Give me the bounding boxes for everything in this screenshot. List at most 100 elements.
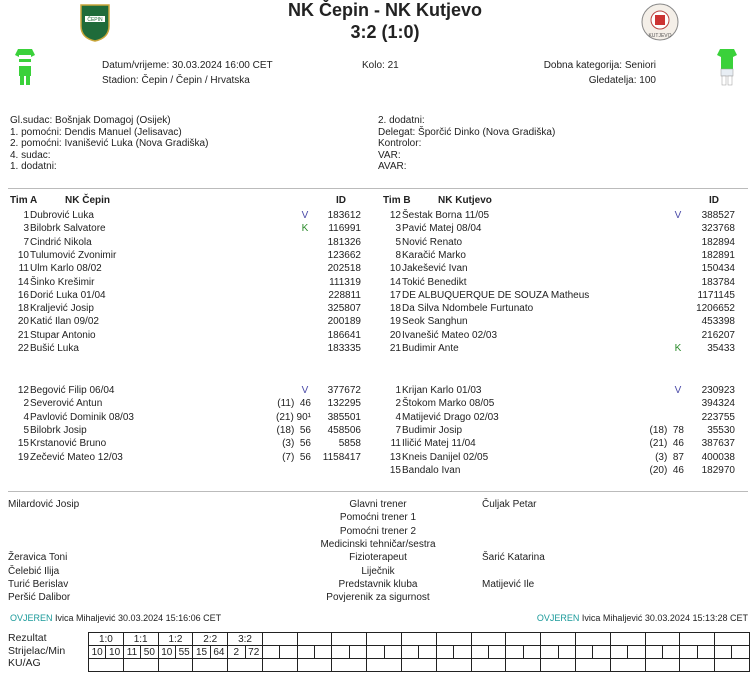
player-number: 4: [23, 411, 29, 423]
official-line: VAR:: [378, 149, 401, 161]
player-id: 202518: [327, 263, 361, 275]
player-id: 458506: [327, 424, 361, 436]
home-club-logo: ČEPIN: [80, 4, 110, 42]
player-number: 21: [389, 343, 401, 354]
result-cell: 1:2: [157, 632, 194, 646]
player-name: Stupar Antonio: [30, 329, 96, 341]
staff-role: Predstavnik kluba: [338, 578, 418, 590]
ku-ag-cell: [366, 658, 403, 672]
result-cell: [261, 632, 298, 646]
scorer-minute-cell: [279, 645, 298, 659]
divider: [8, 491, 748, 492]
player-name: Budimir Josip: [402, 424, 463, 436]
player-id: 394324: [701, 398, 735, 410]
scorer-minute-cell: [557, 645, 576, 659]
scorer-minute-cell: 11: [122, 645, 142, 659]
staff-role: Povjerenik za sigurnost: [326, 592, 430, 604]
player-number: 10: [389, 263, 401, 275]
player-row: 10 Jakešević Ivan 150434: [0, 262, 756, 275]
verification-home: OVJEREN Ivica Mihaljević 30.03.2024 15:1…: [10, 613, 221, 623]
player-row: 20 Katić Ilan 09/02 200189: [0, 315, 756, 328]
player-id: 200189: [327, 316, 361, 328]
result-cell: 1:0: [88, 632, 124, 646]
result-cell: [574, 632, 611, 646]
player-name: Tulumović Zvonimir: [30, 249, 117, 261]
player-id: 5858: [338, 438, 361, 450]
staff-home-name: Čelebić Ilija: [8, 565, 60, 577]
player-name: Begović Filip 06/04: [30, 385, 115, 396]
player-number: 11: [18, 263, 29, 275]
scorer-minute-cell: [522, 645, 542, 659]
player-number: 18: [17, 303, 29, 315]
player-name: Jakešević Ivan: [402, 263, 468, 275]
player-id: 377672: [327, 385, 361, 396]
player-number: 12: [389, 210, 401, 221]
official-line: 4. sudac:: [10, 149, 51, 161]
scorer-minute-cell: [696, 645, 716, 659]
scorer-minute-cell: [540, 645, 559, 659]
scorer-minute-cell: [505, 645, 524, 659]
player-row: 19 Zečević Mateo 12/03 (7) 56 1158417: [0, 451, 756, 464]
player-number: 11: [390, 438, 401, 450]
player-number: 10: [17, 249, 29, 261]
player-row: 15 Bandalo Ivan (20) 46 182970: [0, 464, 756, 477]
player-name: Kneis Danijel 02/05: [402, 451, 489, 463]
player-row: 21 Stupar Antonio 186641: [0, 329, 756, 342]
player-id: 216207: [701, 329, 735, 341]
player-number: 8: [395, 249, 401, 261]
staff-role: Liječnik: [361, 565, 395, 577]
player-name: Ulm Karlo 08/02: [30, 263, 102, 275]
scorer-minute-cell: [644, 645, 663, 659]
staff-role: Pomoćni trener 2: [339, 525, 417, 537]
label-ku-ag: KU/AG: [8, 657, 41, 669]
player-name: DE ALBUQUERQUE DE SOUZA Matheus: [402, 289, 590, 301]
player-name: Tokić Benedikt: [402, 276, 467, 288]
scorer-minute-cell: [714, 645, 733, 659]
ku-ag-cell: [505, 658, 542, 672]
player-number: 2: [23, 398, 29, 410]
player-name: Krijan Karlo 01/03: [402, 385, 482, 396]
player-id: 183335: [327, 343, 361, 354]
player-row: 1 Dubrović Luka V 183612: [0, 209, 756, 222]
scorer-minute-cell: [453, 645, 472, 659]
player-id: 132295: [327, 398, 361, 410]
scorer-minute-cell: [609, 645, 629, 659]
verification-away: OVJEREN Ivica Mihaljević 30.03.2024 15:1…: [537, 613, 748, 623]
player-number: 7: [395, 424, 401, 436]
player-name: Cindrić Nikola: [30, 236, 92, 248]
player-number: 2: [395, 398, 401, 410]
player-number: 18: [389, 303, 401, 315]
match-date: Datum/vrijeme: 30.03.2024 16:00 CET: [102, 60, 273, 71]
player-id: 1206652: [696, 303, 735, 315]
attendance: Gledatelja: 100: [588, 75, 656, 86]
player-id: 183612: [327, 210, 361, 221]
player-id: 183784: [701, 276, 735, 288]
player-name: Iličić Matej 11/04: [402, 438, 476, 450]
player-id: 150434: [701, 263, 735, 275]
player-id: 385501: [327, 411, 361, 423]
player-row: 1 Krijan Karlo 01/03 V 230923: [0, 384, 756, 397]
scorer-minute-cell: 10: [87, 645, 107, 659]
player-row: 8 Karačić Marko 182891: [0, 249, 756, 262]
substitution-info: (3) 87: [655, 451, 684, 463]
player-number: 7: [23, 236, 29, 248]
scorer-minute-cell: [592, 645, 611, 659]
player-number: 12: [17, 385, 29, 396]
player-row: 3 Bilobrk Salvatore K 116991: [0, 222, 756, 235]
player-row: 11 Ulm Karlo 08/02 202518: [0, 262, 756, 275]
player-id: 323768: [701, 223, 735, 235]
official-line: 2. pomoćni: Ivanišević Luka (Nova Gradiš…: [10, 138, 209, 149]
goalkeeper-marker: V: [674, 210, 682, 221]
staff-role: Pomoćni trener 1: [339, 512, 417, 524]
substitution-info: (7) 56: [282, 451, 311, 463]
result-cell: [470, 632, 507, 646]
player-number: 20: [17, 316, 29, 328]
verified-status: OVJEREN: [536, 613, 580, 623]
player-number: 15: [389, 464, 401, 476]
player-name: Katić Ilan 09/02: [30, 316, 99, 328]
player-name: Matijević Drago 02/03: [402, 411, 499, 423]
ku-ag-cell: [192, 658, 229, 672]
team-a-id-header: ID: [336, 195, 346, 206]
scorer-minute-cell: [487, 645, 507, 659]
staff-away-name: Matijević Ile: [482, 578, 535, 590]
